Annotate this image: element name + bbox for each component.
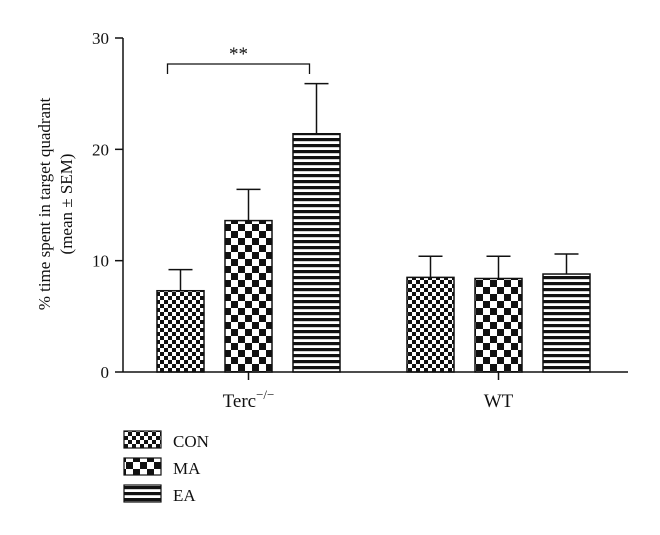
bars-group [156,82,591,373]
y-axis: 0 10 20 30 [92,29,124,382]
y-axis-label-line2: (mean ± SEM) [57,154,76,255]
x-category-label: WT [484,391,514,412]
significance-label: ** [229,44,248,65]
x-category-label-superscript: −/− [256,387,274,402]
legend-swatch-con [123,430,162,449]
x-axis: Terc−/− WT [123,371,628,412]
y-tick-label: 0 [101,363,110,382]
significance-bracket [166,63,311,74]
x-category-label-base: WT [484,391,514,412]
legend-swatch-ea [123,484,162,503]
legend-label-ma: MA [173,459,201,478]
legend-label-ea: EA [173,486,196,505]
x-category-label: Terc−/− [223,387,275,412]
bar-ma-wt [474,277,523,373]
bar-ma-terc [224,219,273,373]
legend-label-con: CON [173,432,209,451]
y-axis-label-line1: % time spent in target quadrant [35,97,54,310]
y-tick-label: 30 [92,29,109,48]
legend-swatch-ma [123,457,162,476]
y-tick-label: 20 [92,140,109,159]
bar-con-terc [156,289,205,373]
bar-ea-wt [542,273,591,373]
y-axis-label: % time spent in target quadrant (mean ± … [35,97,76,310]
x-category-label-base: Terc [223,391,256,412]
bar-ea-terc [292,132,341,373]
y-tick-label: 10 [92,252,109,271]
bar-con-wt [406,276,455,373]
legend: CON MA EA [123,430,209,505]
significance-annotations: ** [166,44,311,74]
